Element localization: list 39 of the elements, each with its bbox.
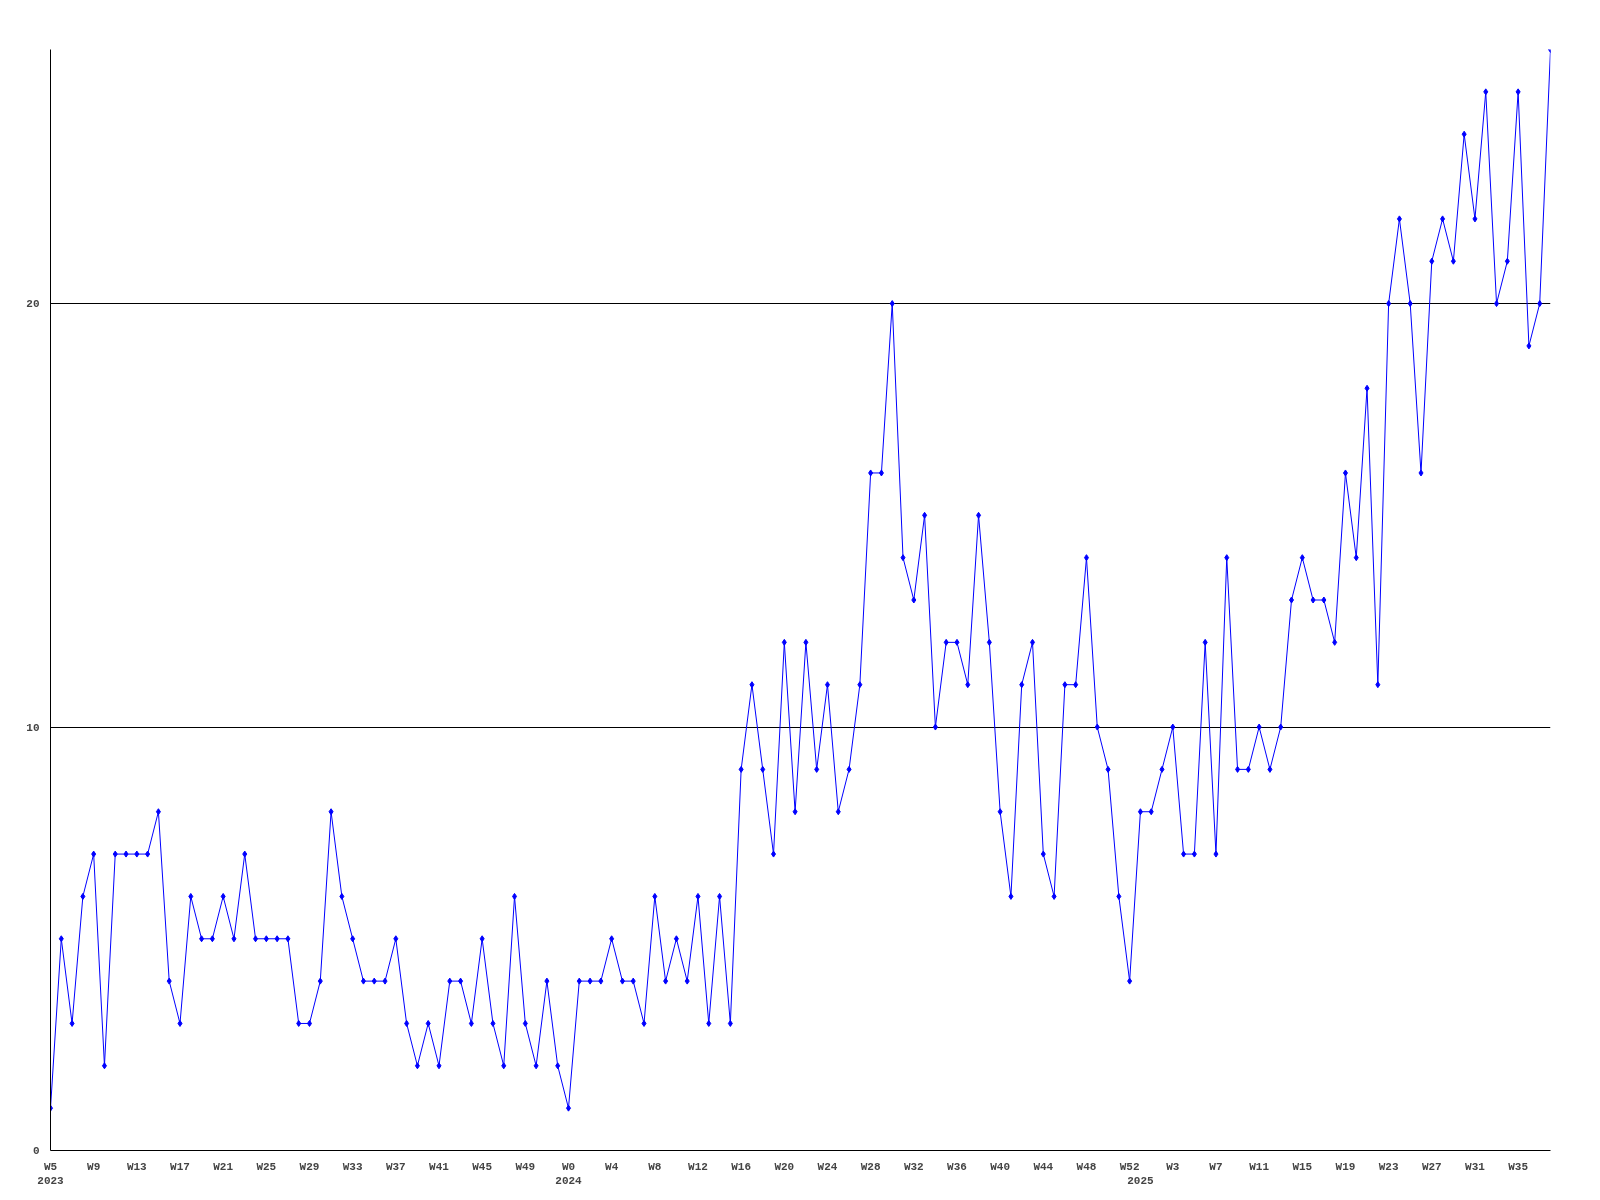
x-tick-label: W23 [1378,1160,1399,1173]
x-tick-label: W24 [817,1160,838,1173]
x-tick-label: W36 [947,1160,967,1173]
x-tick-label: W52 [1119,1160,1140,1173]
x-tick-label: W29 [299,1160,320,1173]
x-tick-label: W21 [213,1160,234,1173]
x-tick-label: W35 [1508,1160,1529,1173]
x-tick-label: W25 [256,1160,277,1173]
x-tick-label: W44 [1033,1160,1054,1173]
x-tick-label: W19 [1335,1160,1356,1173]
x-tick-label: W16 [731,1160,752,1173]
x-tick-label: W3 [1166,1160,1180,1173]
x-tick-label: W11 [1249,1160,1270,1173]
x-tick-label: W12 [688,1160,708,1173]
y-tick-label: 10 [26,721,40,734]
x-tick-label: W20 [774,1160,795,1173]
x-tick-label: W31 [1465,1160,1486,1173]
x-tick-label: W45 [472,1160,493,1173]
x-tick-label: W7 [1209,1160,1223,1173]
x-tick-label: W15 [1292,1160,1313,1173]
y-tick-label: 20 [26,298,40,311]
x-tick-label: W9 [87,1160,101,1173]
x-tick-label: W4 [605,1160,619,1173]
x-tick-label: W33 [342,1160,363,1173]
x-tick-label: W17 [170,1160,190,1173]
x-tick-label: W8 [648,1160,662,1173]
x-tick-label: 2025 [1127,1174,1155,1187]
x-tick-label: W28 [860,1160,881,1173]
x-tick-label: W27 [1421,1160,1442,1173]
x-tick-label: W41 [429,1160,450,1173]
x-tick-label: W0 2024 [555,1160,583,1187]
x-tick-label: W5 2023 [37,1160,65,1187]
x-tick-label: W32 [903,1160,924,1173]
x-tick-label: W48 [1076,1160,1097,1173]
x-tick-label: W13 [126,1160,148,1173]
y-tick-label: 0 [32,1145,40,1157]
x-tick-label: W49 [515,1160,536,1173]
x-tick-label: W37 [385,1160,406,1173]
x-tick-label: W40 [990,1160,1011,1173]
